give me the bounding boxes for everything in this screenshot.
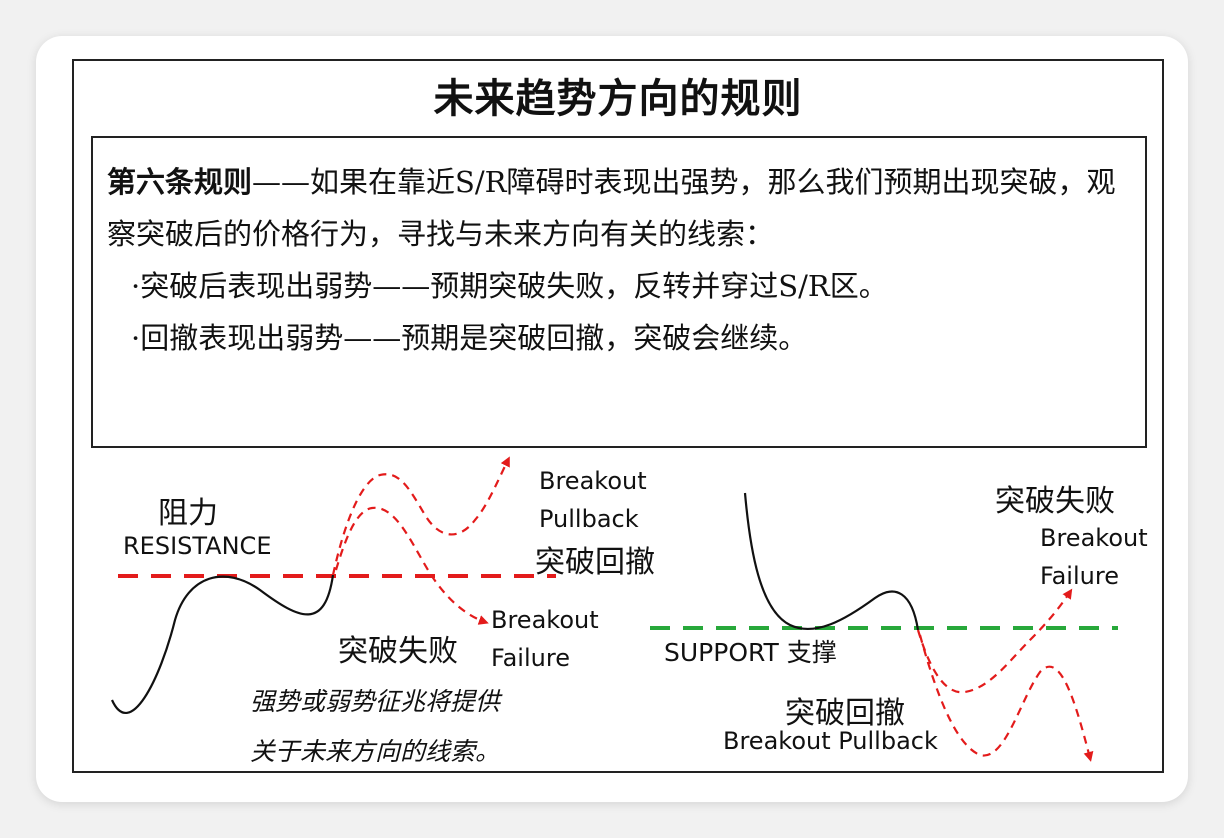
rule-text: ——如果在靠近S/R障碍时表现出强势，那么我们预期出现突破，观察突破后的价格行为… bbox=[107, 165, 1116, 251]
right-price-line bbox=[743, 492, 920, 631]
resistance-en-label: RESISTANCE bbox=[123, 532, 272, 560]
rule-bullet-2: ·回撤表现出弱势——预期是突破回撤，突破会继续。 bbox=[131, 321, 808, 355]
rule-lead: 第六条规则 bbox=[107, 165, 253, 199]
left-pullback-en-2: Pullback bbox=[539, 505, 639, 533]
right-pullback-path bbox=[918, 634, 1094, 762]
left-failure-cn: 突破失败 bbox=[338, 634, 458, 669]
figure-frame bbox=[72, 59, 1164, 773]
right-failure-en-2: Failure bbox=[1040, 562, 1119, 590]
left-pullback-path bbox=[331, 456, 510, 576]
rule-box: 第六条规则——如果在靠近S/R障碍时表现出强势，那么我们预期出现突破，观察突破后… bbox=[91, 136, 1147, 448]
note-line-1: 强势或弱势征兆将提供 bbox=[250, 687, 501, 716]
right-pullback-cn: 突破回撤 bbox=[785, 696, 905, 731]
left-pullback-en-1: Breakout bbox=[539, 467, 647, 495]
resistance-cn-label: 阻力 bbox=[158, 496, 218, 531]
right-failure-path bbox=[916, 588, 1073, 694]
note-line-2: 关于未来方向的线索。 bbox=[250, 737, 501, 766]
right-pullback-en: Breakout Pullback bbox=[723, 727, 938, 755]
left-failure-en-2: Failure bbox=[491, 644, 570, 672]
left-failure-path bbox=[334, 506, 489, 625]
rule-bullet-1: ·突破后表现出弱势——预期突破失败，反转并穿过S/R区。 bbox=[131, 269, 888, 303]
left-pullback-cn: 突破回撤 bbox=[535, 545, 655, 580]
left-failure-en-1: Breakout bbox=[491, 606, 599, 634]
right-failure-cn: 突破失败 bbox=[995, 484, 1115, 519]
support-label: SUPPORT 支撑 bbox=[664, 638, 837, 667]
figure-title: 未来趋势方向的规则 bbox=[433, 76, 803, 122]
left-price-line bbox=[110, 574, 335, 715]
right-failure-en-1: Breakout bbox=[1040, 524, 1148, 552]
